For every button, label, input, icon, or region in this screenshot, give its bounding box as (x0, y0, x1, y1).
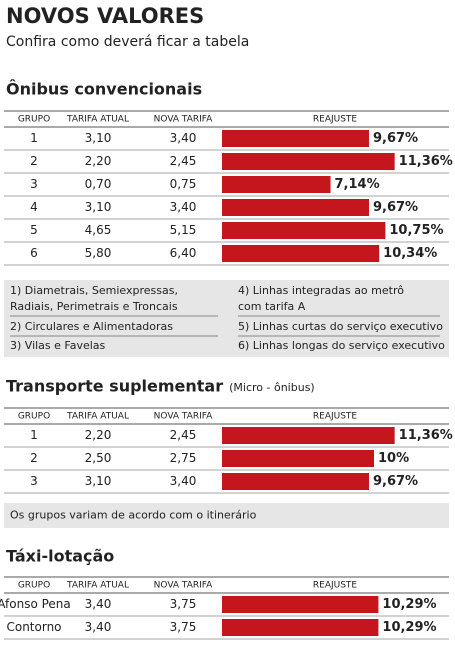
bar-label: 9,67% (373, 200, 418, 215)
cell: 4,65 (85, 223, 112, 237)
section-title: Táxi-lotação (6, 547, 114, 566)
bar-label: 9,67% (373, 131, 418, 146)
note: 2) Circulares e Alimentadoras (10, 320, 173, 333)
cell: 2,75 (170, 451, 197, 465)
cell: 6,40 (170, 246, 197, 260)
column-header: TARIFA ATUAL (66, 115, 129, 125)
cell: 3,75 (170, 620, 197, 634)
cell: 6 (30, 246, 38, 260)
note: Os grupos variam de acordo com o itinerá… (10, 509, 257, 522)
bar-label: 7,14% (335, 177, 380, 192)
note-box (4, 503, 449, 528)
column-header: GRUPO (18, 412, 50, 422)
bar-label: 10,34% (383, 246, 437, 261)
note: 5) Linhas curtas do serviço executivo (238, 320, 443, 333)
bar-label: 10,29% (382, 597, 436, 612)
bar (222, 450, 374, 467)
bar (222, 245, 380, 262)
bar-label: 10,75% (389, 223, 443, 238)
cell: 3 (30, 177, 38, 191)
note: Radiais, Perimetrais e Troncais (10, 300, 178, 313)
column-header: GRUPO (18, 115, 50, 125)
note: 1) Diametrais, Semiexpressas, (10, 284, 178, 297)
cell: 2,20 (85, 428, 112, 442)
cell: 5 (30, 223, 38, 237)
note: 6) Linhas longas do serviço executivo (238, 339, 445, 352)
cell: 3,75 (170, 597, 197, 611)
note-box (4, 280, 449, 357)
cell: 3,40 (170, 474, 197, 488)
bar (222, 153, 395, 170)
cell: 2,20 (85, 154, 112, 168)
section-title: Ônibus convencionais (6, 80, 202, 99)
note: 4) Linhas integradas ao metrô (238, 284, 404, 297)
cell: 2 (30, 154, 38, 168)
column-header: TARIFA ATUAL (66, 581, 129, 591)
section-title-note: (Micro - ônibus) (229, 381, 315, 394)
column-header: TARIFA ATUAL (66, 412, 129, 422)
bar-label: 10% (378, 451, 409, 466)
bar (222, 619, 379, 636)
note: 3) Vilas e Favelas (10, 339, 106, 352)
bar (222, 427, 395, 444)
column-header: REAJUSTE (313, 581, 358, 591)
bar-label: 11,36% (399, 428, 453, 443)
bar (222, 222, 386, 239)
cell: 2,45 (170, 428, 197, 442)
bar-label: 10,29% (382, 620, 436, 635)
bar (222, 596, 379, 613)
cell: 2,50 (85, 451, 112, 465)
section-title: Transporte suplementar (6, 377, 223, 396)
column-header: NOVA TARIFA (154, 581, 213, 591)
cell: 3,10 (85, 474, 112, 488)
title: NOVOS VALORES (6, 4, 204, 28)
bar (222, 130, 369, 147)
cell: 3,40 (85, 597, 112, 611)
cell: 0,75 (170, 177, 197, 191)
column-header: REAJUSTE (313, 115, 358, 125)
cell: Afonso Pena (0, 597, 71, 611)
column-header: NOVA TARIFA (154, 412, 213, 422)
bar (222, 199, 369, 216)
cell: 2 (30, 451, 38, 465)
note: com tarifa A (238, 300, 306, 313)
cell: 0,70 (85, 177, 112, 191)
cell: 5,80 (85, 246, 112, 260)
cell: 3 (30, 474, 38, 488)
cell: 3,10 (85, 131, 112, 145)
cell: 2,45 (170, 154, 197, 168)
cell: 3,10 (85, 200, 112, 214)
cell: 1 (30, 131, 38, 145)
cell: 3,40 (85, 620, 112, 634)
subtitle: Confira como deverá ficar a tabela (6, 34, 249, 50)
cell: 3,40 (170, 131, 197, 145)
bar (222, 473, 369, 490)
cell: 4 (30, 200, 38, 214)
bar-label: 11,36% (399, 154, 453, 169)
column-header: GRUPO (18, 581, 50, 591)
bar (222, 176, 331, 193)
column-header: REAJUSTE (313, 412, 358, 422)
cell: 3,40 (170, 200, 197, 214)
cell: 5,15 (170, 223, 197, 237)
cell: 1 (30, 428, 38, 442)
cell: Contorno (6, 620, 61, 634)
bar-label: 9,67% (373, 474, 418, 489)
column-header: NOVA TARIFA (154, 115, 213, 125)
